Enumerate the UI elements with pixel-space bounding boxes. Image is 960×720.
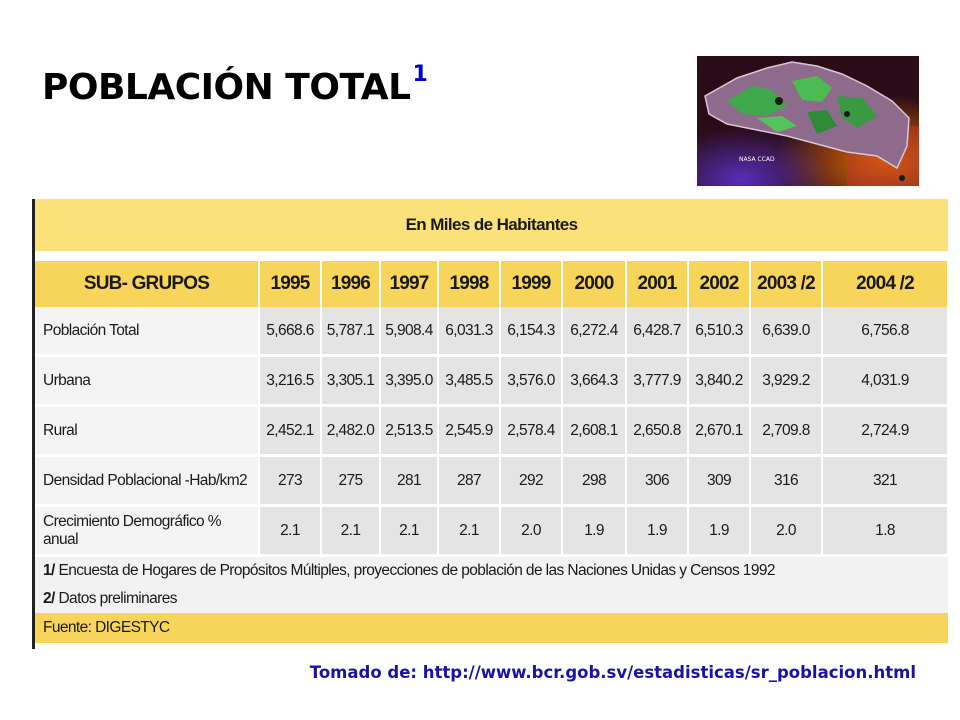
table-row: Densidad Poblacional -Hab/km2 273 275 28… [35, 455, 950, 507]
column-header: 2002 [688, 256, 751, 307]
table-cell: 5,787.1 [321, 307, 381, 357]
table-cell: 4,031.9 [822, 355, 950, 407]
table-cell: 3,216.5 [259, 355, 322, 407]
table-cell: 2.0 [500, 505, 563, 557]
table-row: Urbana 3,216.5 3,305.1 3,395.0 3,485.5 3… [35, 355, 950, 407]
table-cell: 3,664.3 [562, 355, 627, 407]
table-cell: 1.9 [688, 505, 751, 557]
table-cell: 316 [750, 455, 823, 507]
table-cell: 3,485.5 [438, 355, 501, 407]
column-header: 1996 [321, 256, 381, 307]
note-marker: 2/ [43, 590, 55, 607]
table-cell: 3,395.0 [380, 355, 439, 407]
table-cell: 6,510.3 [688, 307, 751, 357]
table-cell: 2,578.4 [500, 405, 563, 457]
title-text: POBLACIÓN TOTAL [42, 67, 411, 108]
column-header: 1995 [259, 256, 322, 307]
row-label: Población Total [35, 307, 260, 357]
table-cell: 309 [688, 455, 751, 507]
table-cell: 2,513.5 [380, 405, 439, 457]
table-banner: En Miles de Habitantes [35, 199, 949, 261]
map-caption: NASA CCAD [739, 156, 775, 163]
table-note-row: 2/ Datos preliminares [35, 585, 949, 613]
table-cell: 2.1 [259, 505, 322, 557]
source-link[interactable]: Tomado de: http://www.bcr.gob.sv/estadis… [309, 663, 916, 682]
column-header: 2003 /2 [750, 256, 823, 307]
table-cell: 3,840.2 [688, 355, 751, 407]
table-cell: 2.0 [750, 505, 823, 557]
table-cell: 3,777.9 [626, 355, 689, 407]
table-note: 2/ Datos preliminares [35, 585, 949, 613]
table-cell: 3,929.2 [750, 355, 823, 407]
table-cell: 6,031.3 [438, 307, 501, 357]
table-cell: 275 [321, 455, 381, 507]
table-cell: 5,668.6 [259, 307, 322, 357]
column-header: 2001 [626, 256, 689, 307]
table-cell: 1.8 [822, 505, 950, 557]
table-cell: 2.1 [321, 505, 381, 557]
table-cell: 5,908.4 [380, 307, 439, 357]
table-cell: 287 [438, 455, 501, 507]
table-cell: 2,650.8 [626, 405, 689, 457]
column-header: 2004 /2 [822, 256, 950, 307]
table-cell: 6,428.7 [626, 307, 689, 357]
column-header: SUB- GRUPOS [35, 256, 260, 307]
table-cell: 3,576.0 [500, 355, 563, 407]
table-source-row: Fuente: DIGESTYC [35, 613, 949, 643]
table-banner-row: En Miles de Habitantes [35, 199, 949, 261]
table-cell: 6,639.0 [750, 307, 823, 357]
table-cell: 2,482.0 [321, 405, 381, 457]
column-header: 1998 [438, 256, 501, 307]
table-cell: 3,305.1 [321, 355, 381, 407]
table-cell: 6,272.4 [562, 307, 627, 357]
table-cell: 2,709.8 [750, 405, 823, 457]
table-cell: 2,452.1 [259, 405, 322, 457]
column-header: 1999 [500, 256, 563, 307]
table-cell: 6,154.3 [500, 307, 563, 357]
population-table: En Miles de Habitantes SUB- GRUPOS 1995 … [35, 199, 950, 643]
title-footnote: 1 [412, 62, 428, 87]
table-source: Fuente: DIGESTYC [35, 613, 949, 643]
el-salvador-satellite-map: NASA CCAD [697, 56, 919, 186]
column-header: 1997 [380, 256, 439, 307]
table-cell: 306 [626, 455, 689, 507]
table-cell: 321 [822, 455, 950, 507]
table-cell: 2,545.9 [438, 405, 501, 457]
table-row: Crecimiento Demográfico % anual 2.1 2.1 … [35, 505, 950, 557]
note-text: Datos preliminares [58, 590, 177, 607]
note-marker: 1/ [43, 562, 55, 579]
table-cell: 273 [259, 455, 322, 507]
page-title: POBLACIÓN TOTAL1 [42, 62, 428, 108]
column-header: 2000 [562, 256, 627, 307]
table-cell: 298 [562, 455, 627, 507]
table-header-row: SUB- GRUPOS 1995 1996 1997 1998 1999 200… [35, 256, 950, 307]
table-note-row: 1/ Encuesta de Hogares de Propósitos Múl… [35, 555, 949, 585]
population-table-container: En Miles de Habitantes SUB- GRUPOS 1995 … [32, 199, 950, 649]
table-row: Población Total 5,668.6 5,787.1 5,908.4 … [35, 307, 950, 357]
table-cell: 6,756.8 [822, 307, 950, 357]
table-cell: 292 [500, 455, 563, 507]
table-cell: 2,724.9 [822, 405, 950, 457]
note-text: Encuesta de Hogares de Propósitos Múltip… [58, 562, 775, 579]
table-cell: 281 [380, 455, 439, 507]
table-cell: 2,608.1 [562, 405, 627, 457]
table-cell: 2,670.1 [688, 405, 751, 457]
table-cell: 1.9 [562, 505, 627, 557]
table-note: 1/ Encuesta de Hogares de Propósitos Múl… [35, 555, 949, 585]
table-cell: 2.1 [380, 505, 439, 557]
row-label: Crecimiento Demográfico % anual [35, 505, 260, 557]
table-cell: 1.9 [626, 505, 689, 557]
table-row: Rural 2,452.1 2,482.0 2,513.5 2,545.9 2,… [35, 405, 950, 457]
table-cell: 2.1 [438, 505, 501, 557]
row-label: Urbana [35, 355, 260, 407]
row-label: Densidad Poblacional -Hab/km2 [35, 455, 260, 507]
satellite-map-image: NASA CCAD [697, 56, 919, 186]
row-label: Rural [35, 405, 260, 457]
